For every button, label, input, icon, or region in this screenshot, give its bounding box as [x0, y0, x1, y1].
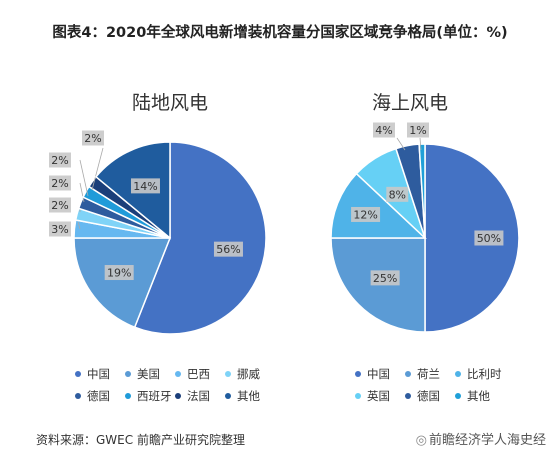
legend-left-label-7: 其他 [237, 389, 260, 403]
legend-left-item-1: 美国 [125, 366, 160, 382]
legend-right-label-3: 英国 [367, 389, 390, 403]
legend-left-label-3: 挪威 [237, 367, 260, 381]
right-pie-slice-0 [424, 143, 520, 333]
right-data-label-3: 8% [389, 188, 406, 201]
left-pie-slice-0 [133, 141, 267, 335]
right-leader-line-4 [396, 137, 406, 151]
left-data-label-3: 2% [51, 199, 68, 212]
right-data-label-4: 4% [375, 124, 392, 137]
legend-right-item-2: 比利时 [455, 366, 502, 382]
legend-left-item-7: 其他 [225, 388, 260, 404]
right-data-label-box-3 [386, 186, 409, 202]
legend-left-item-6: 法国 [175, 388, 210, 404]
right-data-label-5: 1% [409, 124, 426, 137]
right-leader-line-5 [419, 137, 422, 151]
legend-left-item-5: 西班牙 [125, 388, 172, 404]
legend-right-label-2: 比利时 [467, 367, 502, 381]
legend-left-swatch-5 [125, 392, 131, 399]
legend-right-label-4: 德国 [417, 389, 440, 403]
legend-right-swatch-5 [455, 392, 461, 399]
legend-left-swatch-2 [175, 370, 181, 377]
legend-left-label-0: 中国 [87, 367, 110, 381]
legend-right-label-0: 中国 [367, 367, 390, 381]
legend-right-item-3: 英国 [355, 388, 390, 404]
left-data-label-box-5 [49, 152, 71, 168]
left-pie-slice-1 [73, 237, 172, 329]
legend-left-label-4: 德国 [87, 389, 110, 403]
left-data-label-box-0 [213, 241, 243, 257]
right-pie-slice-5 [418, 143, 426, 239]
left-data-label-box-3 [49, 197, 71, 213]
legend-right-swatch-3 [355, 392, 361, 399]
watermark-text: 前瞻经济学人海史经 [428, 433, 546, 448]
legend-right-item-4: 德国 [405, 388, 440, 404]
left-data-label-5: 2% [51, 154, 68, 167]
legend-left-swatch-6 [175, 392, 181, 399]
legend-right-swatch-1 [405, 370, 411, 377]
legend-right-item-1: 荷兰 [405, 366, 440, 382]
legend-right-swatch-0 [355, 370, 361, 377]
left-leader-line-5 [79, 159, 89, 197]
chart-title: 图表4：2020年全球风电新增装机容量分国家区域竞争格局(单位：%) [52, 25, 508, 41]
legend-left-item-2: 巴西 [175, 366, 210, 382]
left-data-label-2: 3% [51, 223, 68, 236]
legend-right-label-5: 其他 [467, 389, 490, 403]
left-data-label-box-4 [49, 175, 71, 191]
legend-left-label-6: 法国 [187, 389, 210, 403]
left-data-label-4: 2% [51, 177, 68, 190]
legend-left-swatch-7 [225, 392, 231, 399]
left-pie-title: 陆地风电 [131, 92, 208, 114]
right-data-label-box-2 [351, 206, 381, 222]
source-note: 资料来源：GWEC 前瞻产业研究院整理 [36, 433, 245, 447]
right-pie-title: 海上风电 [371, 92, 448, 114]
right-data-label-1: 25% [373, 272, 397, 285]
left-leader-line-6 [91, 147, 104, 191]
right-data-label-box-5 [407, 122, 429, 138]
legend-left-item-3: 挪威 [225, 366, 260, 382]
right-data-label-box-0 [474, 230, 504, 246]
legend-left-label-5: 西班牙 [137, 389, 172, 403]
legend-left-swatch-1 [125, 370, 131, 377]
left-data-label-1: 19% [107, 267, 131, 280]
legend-left-swatch-0 [75, 370, 81, 377]
right-data-label-0: 50% [477, 232, 501, 245]
legend-right-swatch-4 [405, 392, 411, 399]
left-leader-line-2 [77, 221, 81, 230]
legend-left-item-0: 中国 [75, 366, 110, 382]
legend-right-swatch-2 [455, 370, 461, 377]
legend-left-swatch-4 [75, 392, 81, 399]
legend-right-item-5: 其他 [455, 388, 490, 404]
left-data-label-box-1 [104, 265, 134, 281]
right-data-label-box-1 [370, 270, 400, 286]
left-data-label-0: 56% [216, 243, 240, 256]
left-data-label-box-6 [82, 130, 104, 146]
legend-left-label-2: 巴西 [187, 367, 210, 381]
left-data-label-6: 2% [84, 132, 101, 145]
left-data-label-box-2 [49, 221, 71, 237]
left-leader-line-4 [79, 182, 85, 203]
left-data-label-7: 14% [133, 180, 157, 193]
legend-left-item-4: 德国 [75, 388, 110, 404]
legend-right-item-0: 中国 [355, 366, 390, 382]
watermark: ◎ 前瞻经济学人海史经 [416, 429, 546, 448]
legend-left-label-1: 美国 [137, 367, 160, 381]
wechat-icon: ◎ [415, 433, 427, 448]
legend-left-swatch-3 [225, 370, 231, 377]
right-data-label-box-4 [373, 122, 395, 138]
legend-right-label-1: 荷兰 [417, 367, 440, 381]
right-data-label-2: 12% [353, 208, 377, 221]
left-data-label-box-7 [130, 178, 160, 194]
